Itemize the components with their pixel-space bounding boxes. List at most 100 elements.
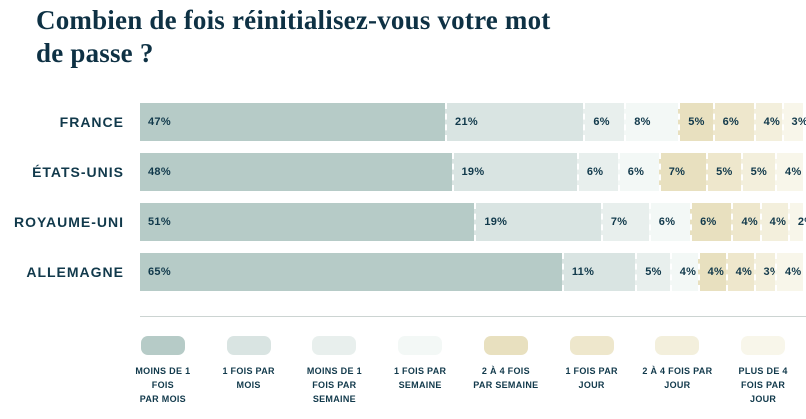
legend-item: 1 FOIS PAR MOIS xyxy=(206,336,292,406)
category-label: FRANCE xyxy=(59,114,124,130)
stacked-bar: 47% 21% 6% 8% 5% 6% 4% 3% xyxy=(140,103,806,141)
segment-value-label: 51% xyxy=(148,216,171,228)
segment-value-label: 4% xyxy=(735,266,753,278)
bar-segment: 5% xyxy=(706,153,741,191)
bar-segment: 5% xyxy=(740,153,776,191)
segment-value-label: 19% xyxy=(484,216,508,228)
legend-item: 2 À 4 FOIS PAR SEMAINE xyxy=(463,336,549,406)
bar-segment: 4% xyxy=(731,203,760,241)
segment-value-label: 6% xyxy=(700,216,717,228)
segment-value-label: 5% xyxy=(688,116,705,128)
segment-value-label: 19% xyxy=(461,166,485,178)
segment-value-label: 4% xyxy=(741,216,758,228)
bar-segment: 2% xyxy=(787,203,806,241)
legend-label: 1 FOIS PAR MOIS xyxy=(222,366,275,390)
bar-segment: 5% xyxy=(635,253,670,291)
legend-item: 1 FOIS PAR JOUR xyxy=(549,336,635,406)
legend-item: MOINS DE 1 FOIS PAR MOIS xyxy=(120,336,206,406)
segment-value-label: 4% xyxy=(785,166,802,178)
bar-segment: 11% xyxy=(561,253,636,291)
bar-segment: 5% xyxy=(678,103,713,141)
segment-value-label: 6% xyxy=(586,166,604,178)
bar-segment: 6% xyxy=(648,203,691,241)
segment-value-label: 2% xyxy=(797,216,806,228)
segment-value-label: 8% xyxy=(634,116,651,128)
legend-swatch xyxy=(312,336,357,355)
bar-segment: 4% xyxy=(775,253,803,291)
segment-value-label: 4% xyxy=(707,266,725,278)
segment-value-label: 4% xyxy=(763,116,781,128)
segment-value-label: 4% xyxy=(679,266,697,278)
bar-segment: 51% xyxy=(140,203,475,241)
segment-value-label: 65% xyxy=(148,266,171,278)
legend-label: 2 À 4 FOIS PAR SEMAINE xyxy=(473,366,539,390)
segment-value-label: 47% xyxy=(148,116,171,128)
segment-value-label: 6% xyxy=(593,116,610,128)
legend-item: PLUS DE 4 FOIS PAR JOUR xyxy=(720,336,806,406)
legend-label: PLUS DE 4 FOIS PAR JOUR xyxy=(738,366,788,404)
segment-value-label: 5% xyxy=(716,166,733,178)
segment-value-label: 5% xyxy=(645,266,662,278)
legend-swatch xyxy=(140,336,185,355)
bar-segment: 3% xyxy=(753,253,780,291)
bar-segment: 8% xyxy=(624,103,679,141)
bar-segment: 48% xyxy=(140,153,452,191)
stacked-bar: 48% 19% 6% 6% 7% 5% 5% 4% xyxy=(140,153,803,191)
bar-segment: 4% xyxy=(759,203,788,241)
legend-swatch xyxy=(741,336,786,355)
legend-swatch xyxy=(398,336,443,355)
bar-segment: 3% xyxy=(781,103,806,141)
chart-row: ÉTATS-UNIS 48% 19% 6% 6% 7% 5% 5% 4% xyxy=(0,153,803,191)
category-label: ROYAUME-UNI xyxy=(13,214,124,230)
segment-value-label: 6% xyxy=(627,166,645,178)
category-label: ALLEMAGNE xyxy=(26,264,124,280)
legend-label: 1 FOIS PAR SEMAINE xyxy=(393,366,447,390)
bar-segment: 6% xyxy=(583,103,625,141)
legend-swatch xyxy=(569,336,614,355)
chart-row: ALLEMAGNE 65% 11% 5% 4% 4% 4% 3% 4% xyxy=(0,253,803,291)
segment-value-label: 6% xyxy=(658,216,676,228)
legend-divider xyxy=(140,316,806,317)
legend-item: MOINS DE 1 FOIS PAR SEMAINE xyxy=(292,336,378,406)
bar-segment: 6% xyxy=(712,103,754,141)
bar-segment: 4% xyxy=(775,153,803,191)
legend-label: MOINS DE 1 FOIS PAR MOIS xyxy=(135,366,191,404)
bar-segment: 65% xyxy=(140,253,562,291)
segment-value-label: 21% xyxy=(455,116,478,128)
bar-segment: 4% xyxy=(669,253,698,291)
segment-value-label: 3% xyxy=(791,116,806,128)
legend-swatch xyxy=(483,336,528,355)
bar-segment: 21% xyxy=(445,103,584,141)
chart-row: FRANCE 47% 21% 6% 8% 5% 6% 4% 3% xyxy=(0,103,806,141)
bar-segment: 4% xyxy=(725,253,754,291)
legend-label: MOINS DE 1 FOIS PAR SEMAINE xyxy=(306,366,362,404)
legend-label: 1 FOIS PAR JOUR xyxy=(565,366,618,390)
bar-segment: 7% xyxy=(658,153,707,191)
bar-segment: 19% xyxy=(474,203,601,241)
bar-segment: 7% xyxy=(600,203,649,241)
bar-segment: 19% xyxy=(451,153,577,191)
chart-row: ROYAUME-UNI 51% 19% 7% 6% 6% 4% 4% 2% xyxy=(0,203,806,241)
legend-item: 1 FOIS PAR SEMAINE xyxy=(377,336,463,406)
legend-item: 2 À 4 FOIS PAR JOUR xyxy=(635,336,721,406)
bar-segment: 4% xyxy=(753,103,782,141)
segment-value-label: 6% xyxy=(722,116,740,128)
segment-value-label: 7% xyxy=(610,216,628,228)
bar-segment: 6% xyxy=(690,203,732,241)
segment-value-label: 4% xyxy=(769,216,787,228)
legend-swatch xyxy=(655,336,700,355)
bar-segment: 6% xyxy=(617,153,659,191)
bar-segment: 6% xyxy=(576,153,618,191)
legend-swatch xyxy=(226,336,271,355)
bar-rows: FRANCE47%21%6%8%5%6%4%3%ÉTATS-UNIS48%19%… xyxy=(0,103,806,303)
segment-value-label: 48% xyxy=(148,166,171,178)
stacked-bar: 65% 11% 5% 4% 4% 4% 3% 4% xyxy=(140,253,803,291)
bar-segment: 47% xyxy=(140,103,446,141)
stacked-bar: 51% 19% 7% 6% 6% 4% 4% 2% xyxy=(140,203,806,241)
segment-value-label: 5% xyxy=(750,166,768,178)
legend: MOINS DE 1 FOIS PAR MOIS 1 FOIS PAR MOIS M… xyxy=(120,336,806,406)
category-label: ÉTATS-UNIS xyxy=(32,164,124,180)
segment-value-label: 4% xyxy=(785,266,802,278)
chart-title: Combien de fois réinitialisez-vous votre… xyxy=(36,5,551,68)
bar-segment: 4% xyxy=(697,253,726,291)
